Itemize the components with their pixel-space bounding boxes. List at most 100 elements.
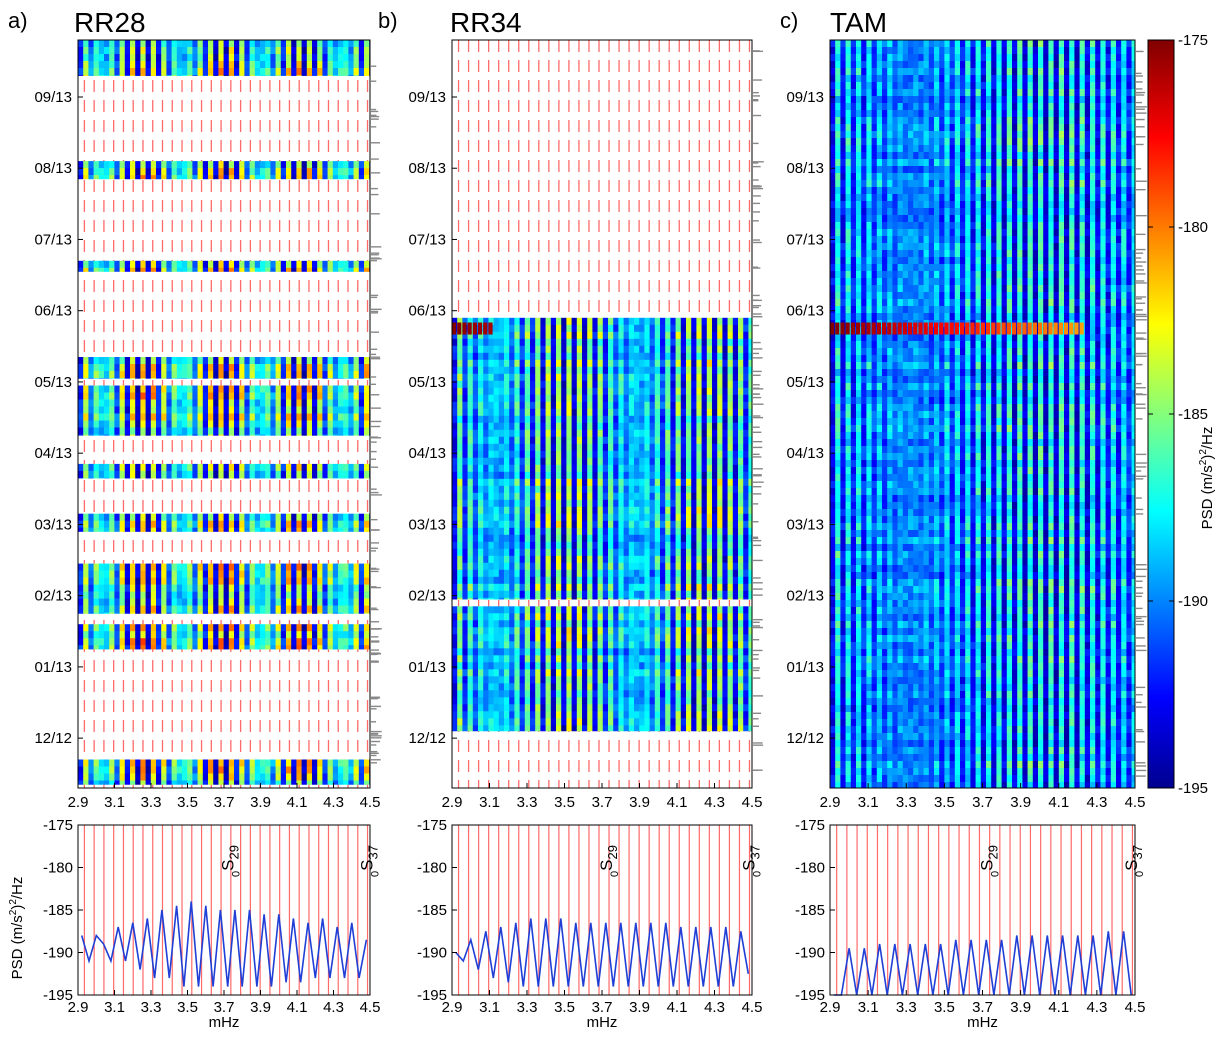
heat-cell	[270, 527, 276, 532]
heat-cell	[722, 450, 728, 459]
heat-cell	[161, 513, 167, 521]
heat-cell	[478, 429, 484, 438]
heat-cell	[109, 577, 115, 585]
heat-cell	[691, 394, 697, 403]
heat-cell	[524, 324, 531, 333]
heat-cell	[535, 492, 541, 501]
heat-cell	[597, 527, 604, 536]
heat-cell	[654, 373, 661, 382]
heat-cell	[504, 345, 510, 354]
heat-cell	[202, 773, 209, 781]
heat-cell	[618, 527, 624, 536]
heat-cell	[457, 506, 463, 515]
heat-cell	[628, 317, 635, 326]
heat-cell	[322, 570, 328, 578]
heat-cell	[353, 61, 360, 69]
heat-cell	[260, 577, 266, 585]
heat-cell	[312, 773, 318, 781]
heat-cell	[524, 331, 531, 340]
heat-cell	[88, 161, 94, 169]
heat-cell	[670, 380, 676, 389]
heat-cell	[680, 555, 687, 564]
heat-cell	[613, 352, 619, 361]
heat-cell	[498, 527, 505, 536]
heat-cell	[639, 338, 645, 347]
heat-cell	[472, 366, 479, 375]
heat-cell	[545, 317, 552, 326]
heat-cell	[498, 373, 505, 382]
heat-cell	[171, 75, 178, 76]
heat-cell	[119, 584, 126, 592]
heat-cell	[701, 352, 708, 361]
heat-cell	[660, 394, 666, 403]
heat-cell	[358, 357, 365, 365]
heat-cell	[545, 387, 552, 396]
heat-cell	[109, 399, 115, 407]
heat-cell	[644, 401, 650, 410]
heat-cell	[348, 645, 354, 650]
heat-cell	[608, 317, 614, 326]
heat-cell	[140, 260, 146, 269]
heat-cell	[280, 638, 287, 646]
heat-cell	[197, 570, 204, 578]
heat-cell	[124, 357, 131, 365]
heat-cell	[727, 380, 734, 389]
heat-cell	[223, 759, 230, 767]
heat-cell	[338, 61, 344, 69]
heat-cell	[566, 485, 572, 494]
heat-cell	[78, 161, 84, 169]
heat-cell	[519, 408, 526, 417]
heat-cell	[358, 385, 365, 393]
heat-cell	[343, 161, 349, 169]
heat-cell	[623, 541, 630, 550]
heat-cell	[576, 527, 583, 536]
heat-cell	[265, 61, 271, 69]
heat-cell	[602, 436, 609, 445]
heat-cell	[223, 420, 230, 428]
heat-cell	[192, 605, 198, 613]
heat-cell	[540, 436, 546, 445]
heat-cell	[327, 513, 334, 521]
heat-cell	[218, 773, 224, 781]
heat-cell	[364, 47, 370, 55]
heat-cell	[343, 513, 349, 521]
heat-cell	[712, 520, 718, 529]
heat-cell	[597, 485, 604, 494]
heat-cell	[639, 317, 645, 326]
heat-cell	[176, 780, 183, 785]
heat-cell	[514, 492, 520, 501]
heat-cell	[680, 394, 687, 403]
heat-cell	[270, 766, 276, 774]
heat-cell	[150, 168, 157, 176]
heat-cell	[701, 569, 708, 578]
heat-cell	[748, 471, 753, 480]
heat-cell	[301, 766, 308, 774]
heat-cell	[156, 773, 162, 781]
heat-cell	[467, 408, 474, 417]
heat-cell	[265, 577, 271, 585]
heat-cell	[498, 352, 505, 361]
heat-cell	[634, 408, 640, 417]
heat-cell	[119, 54, 126, 62]
heat-cell	[675, 534, 682, 543]
heat-cell	[192, 40, 198, 48]
heat-cell	[691, 534, 697, 543]
heat-cell	[332, 598, 339, 606]
heat-cell	[504, 366, 510, 375]
heat-cell	[743, 345, 749, 354]
heat-cell	[109, 631, 115, 639]
heat-cell	[208, 47, 214, 55]
heat-cell	[498, 401, 505, 410]
heat-cell	[327, 420, 334, 428]
heat-cell	[239, 591, 245, 599]
heat-cell	[634, 345, 640, 354]
heat-cell	[665, 492, 671, 501]
heat-cell	[571, 443, 578, 452]
heat-cell	[540, 541, 546, 550]
heat-cell	[119, 766, 126, 774]
heat-cell	[327, 47, 334, 55]
heat-cell	[665, 436, 671, 445]
heat-cell	[364, 624, 370, 632]
heat-cell	[535, 457, 541, 466]
heat-cell	[535, 422, 541, 431]
